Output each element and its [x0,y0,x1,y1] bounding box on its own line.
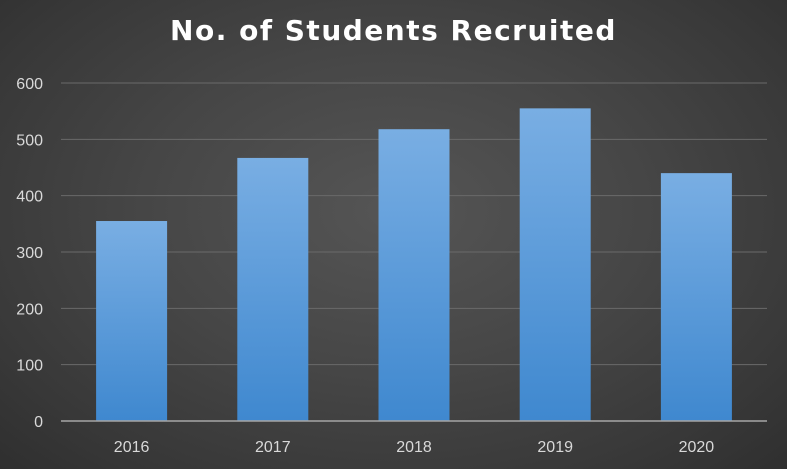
x-tick-label: 2020 [679,439,715,456]
y-tick-label: 0 [34,414,43,431]
bars [96,108,732,421]
x-tick-label: 2016 [114,439,150,456]
y-tick-label: 500 [16,132,43,149]
y-tick-labels: 0 100 200 300 400 500 600 [16,76,43,431]
x-tick-label: 2018 [396,439,432,456]
y-tick-label: 200 [16,301,43,318]
x-tick-labels: 2016 2017 2018 2019 2020 [114,439,714,456]
bar-2020 [660,173,732,421]
y-tick-label: 100 [16,358,43,375]
x-tick-label: 2017 [255,439,291,456]
chart-title: No. of Students Recruited [170,14,617,47]
y-tick-label: 300 [16,245,43,262]
bar-2019 [519,108,591,421]
bar-2018 [378,129,450,421]
bar-2017 [237,157,309,421]
y-tick-label: 600 [16,76,43,93]
x-tick-label: 2019 [537,439,573,456]
y-tick-label: 400 [16,189,43,206]
bar-2016 [96,221,168,421]
